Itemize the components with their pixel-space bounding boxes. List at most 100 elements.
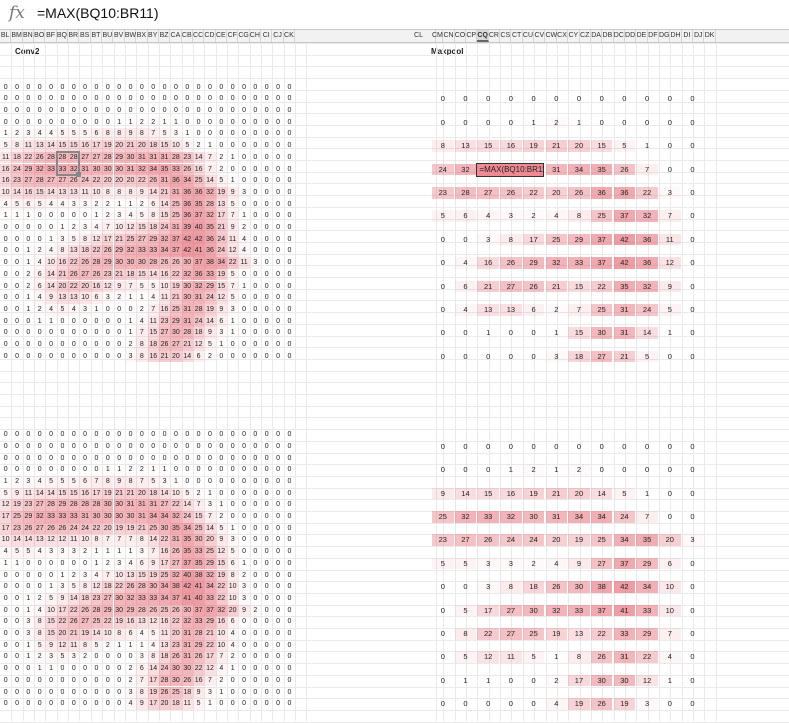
conv-cell[interactable]: 0 xyxy=(196,118,201,126)
conv-cell[interactable]: 16 xyxy=(192,163,205,176)
conv-cell[interactable]: 40 xyxy=(181,569,193,582)
maxpool-cell[interactable]: 7 xyxy=(568,303,590,316)
conv-cell[interactable]: 0 xyxy=(276,606,281,614)
conv-cell[interactable]: 2 xyxy=(68,222,79,234)
conv-cell[interactable]: 0 xyxy=(253,501,258,509)
maxpool-cell[interactable]: 20 xyxy=(659,534,681,547)
conv-cell[interactable]: 0 xyxy=(253,130,258,138)
conv-cell[interactable]: 25 xyxy=(170,303,182,316)
conv-cell[interactable]: 1 xyxy=(230,665,235,673)
conv-cell[interactable]: 2 xyxy=(11,128,22,140)
conv-cell[interactable]: 0 xyxy=(3,630,8,637)
conv-cell[interactable]: 7 xyxy=(90,475,103,488)
conv-cell[interactable]: 12 xyxy=(56,534,69,547)
conv-cell[interactable]: 1 xyxy=(230,524,235,532)
conv-cell[interactable]: 19 xyxy=(215,186,227,199)
conv-cell[interactable]: 6 xyxy=(79,475,91,488)
maxpool-cell[interactable]: 27 xyxy=(590,350,613,363)
conv-cell[interactable]: 24 xyxy=(215,245,227,258)
conv-cell[interactable]: 2 xyxy=(79,651,90,663)
column-header-cf[interactable]: CF xyxy=(227,30,239,42)
conv-cell[interactable]: 0 xyxy=(230,442,235,450)
maxpool-cell[interactable]: 29 xyxy=(636,557,658,570)
conv-cell[interactable]: 14 xyxy=(158,487,171,500)
maxpool-cell[interactable]: 34 xyxy=(636,581,658,593)
conv-cell[interactable]: 14 xyxy=(45,487,57,500)
conv-cell[interactable]: 0 xyxy=(264,259,269,267)
conv-cell[interactable]: 29 xyxy=(192,639,205,652)
maxpool-cell[interactable]: 0 xyxy=(486,351,491,361)
conv-cell[interactable]: 0 xyxy=(276,259,281,267)
maxpool-cell[interactable]: 9 xyxy=(432,487,454,500)
conv-cell[interactable]: 0 xyxy=(264,212,269,220)
conv-cell[interactable]: 0 xyxy=(37,559,42,567)
conv-cell[interactable]: 28 xyxy=(90,499,103,511)
conv-cell[interactable]: 36 xyxy=(170,175,182,187)
conv-cell[interactable]: 0 xyxy=(287,212,292,220)
maxpool-cell[interactable]: 0 xyxy=(554,441,559,451)
conv-cell[interactable]: 8 xyxy=(79,639,91,652)
conv-cell[interactable]: 0 xyxy=(139,83,144,91)
conv-cell[interactable]: 0 xyxy=(264,700,269,708)
maxpool-cell[interactable]: 25 xyxy=(590,534,613,547)
conv-cell[interactable]: 25 xyxy=(124,233,137,246)
conv-cell[interactable]: 0 xyxy=(185,466,190,474)
maxpool-cell[interactable]: 20 xyxy=(568,140,590,152)
conv-cell[interactable]: 0 xyxy=(287,583,292,591)
conv-cell[interactable]: 0 xyxy=(37,352,42,360)
conv-cell[interactable]: 2 xyxy=(148,117,159,129)
conv-cell[interactable]: 4 xyxy=(34,546,46,558)
conv-cell[interactable]: 0 xyxy=(242,641,246,649)
maxpool-cell[interactable]: 4 xyxy=(477,210,499,222)
conv-cell[interactable]: 0 xyxy=(242,107,246,114)
conv-cell[interactable]: 0 xyxy=(60,700,65,708)
conv-cell[interactable]: 0 xyxy=(162,95,167,103)
conv-cell[interactable]: 15 xyxy=(147,327,159,339)
conv-cell[interactable]: 0 xyxy=(276,536,281,544)
conv-cell[interactable]: 1 xyxy=(117,200,122,208)
conv-cell[interactable]: 0 xyxy=(253,188,258,196)
conv-cell[interactable]: 0 xyxy=(264,317,269,325)
conv-cell[interactable]: 0 xyxy=(276,630,281,637)
column-header-bl[interactable]: BL xyxy=(0,30,12,42)
conv-cell[interactable]: 2 xyxy=(125,339,136,351)
conv-cell[interactable]: 0 xyxy=(26,235,31,243)
conv-cell[interactable]: 0 xyxy=(276,341,281,348)
conv-cell[interactable]: 3 xyxy=(158,475,171,488)
conv-cell[interactable]: 3 xyxy=(56,546,69,558)
conv-cell[interactable]: 0 xyxy=(105,653,110,661)
conv-cell[interactable]: 5 xyxy=(11,198,23,211)
conv-cell[interactable]: 25 xyxy=(170,210,182,222)
conv-cell[interactable]: 1 xyxy=(105,548,110,556)
conv-cell[interactable]: 0 xyxy=(242,536,246,544)
conv-cell[interactable]: 9 xyxy=(204,327,216,339)
conv-cell[interactable]: 7 xyxy=(113,534,125,547)
conv-cell[interactable]: 0 xyxy=(94,454,99,462)
conv-cell[interactable]: 0 xyxy=(26,118,31,126)
conv-cell[interactable]: 0 xyxy=(253,83,258,91)
conv-cell[interactable]: 21 xyxy=(56,268,69,281)
conv-cell[interactable]: 0 xyxy=(26,341,31,348)
conv-cell[interactable]: 26 xyxy=(170,257,182,269)
conv-cell[interactable]: 30 xyxy=(113,257,125,269)
conv-cell[interactable]: 0 xyxy=(162,431,167,439)
maxpool-cell[interactable]: 21 xyxy=(545,487,568,500)
conv-cell[interactable]: 0 xyxy=(37,431,42,439)
conv-cell[interactable]: 12 xyxy=(56,639,69,652)
conv-cell[interactable]: 0 xyxy=(253,630,258,637)
maxpool-cell[interactable]: 0 xyxy=(440,675,445,685)
conv-cell[interactable]: 0 xyxy=(253,270,258,278)
conv-cell[interactable]: 0 xyxy=(3,224,8,231)
conv-cell[interactable]: 0 xyxy=(60,341,65,348)
conv-cell[interactable]: 3 xyxy=(102,292,114,304)
conv-cell[interactable]: 9 xyxy=(147,557,159,570)
conv-cell[interactable]: 4 xyxy=(34,604,46,617)
conv-cell[interactable]: 0 xyxy=(37,212,42,220)
conv-cell[interactable]: 0 xyxy=(253,431,258,439)
conv-cell[interactable]: 1 xyxy=(173,477,178,485)
maxpool-cell[interactable]: 0 xyxy=(690,441,695,451)
conv-cell[interactable]: 10 xyxy=(45,257,57,269)
conv-cell[interactable]: 0 xyxy=(83,688,88,696)
conv-cell[interactable]: 11 xyxy=(79,186,91,199)
maxpool-cell[interactable]: 0 xyxy=(531,441,536,451)
